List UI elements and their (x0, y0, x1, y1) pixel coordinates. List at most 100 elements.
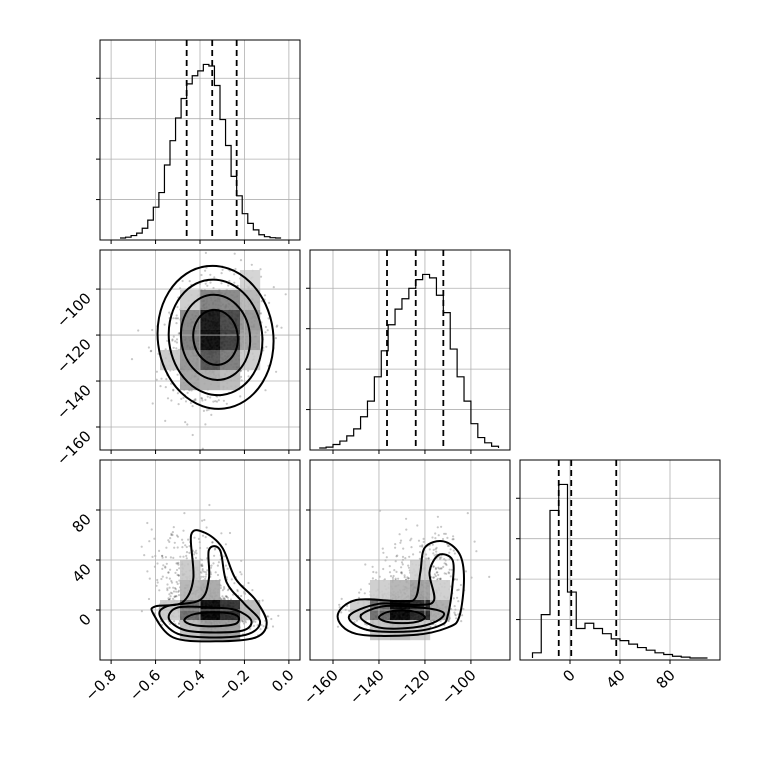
sample-point (175, 341, 179, 344)
sample-point (338, 603, 341, 606)
sample-point (336, 625, 340, 628)
sample-point (445, 563, 448, 567)
sample-point (151, 328, 154, 332)
sample-point (252, 620, 255, 623)
sample-point (232, 593, 235, 596)
sample-point (452, 597, 455, 600)
sample-point (182, 541, 185, 544)
sample-point (455, 578, 459, 581)
sample-point (435, 550, 438, 553)
sample-point (164, 566, 167, 569)
sample-point (176, 573, 179, 577)
sample-point (438, 577, 442, 581)
sample-point (434, 575, 437, 578)
sample-point (460, 620, 463, 623)
sample-point (206, 284, 209, 287)
sample-point (400, 572, 403, 575)
contour-0-1-1 (179, 293, 252, 382)
sample-point (214, 571, 217, 574)
sample-point (239, 571, 242, 574)
sample-point (180, 397, 183, 400)
density-cell (180, 290, 201, 311)
sample-point (140, 545, 143, 548)
sample-point (435, 571, 438, 574)
sample-point (444, 532, 447, 536)
sample-point (175, 580, 178, 584)
sample-point (401, 563, 404, 566)
sample-point (206, 395, 209, 398)
sample-point (446, 536, 449, 540)
sample-point (457, 600, 460, 603)
sample-point (439, 577, 442, 580)
x-tick-label-1-1: −140 (346, 666, 388, 708)
sample-point (454, 614, 457, 617)
sample-point (169, 591, 172, 594)
sample-point (400, 571, 403, 574)
sample-point (209, 396, 212, 399)
sample-point (222, 597, 225, 600)
sample-point (436, 577, 439, 580)
sample-point (224, 543, 227, 546)
sample-point (230, 578, 233, 581)
sample-point (160, 577, 163, 581)
sample-point (364, 563, 367, 566)
sample-point (410, 537, 413, 540)
sample-point (193, 399, 196, 402)
sample-point (422, 540, 425, 544)
sample-point (456, 596, 459, 599)
sample-point (155, 584, 158, 587)
sample-point (340, 597, 343, 601)
density-layer (160, 270, 451, 641)
sample-point (155, 378, 158, 381)
sample-point (146, 570, 149, 573)
sample-point (202, 575, 205, 578)
marks-layer (120, 40, 708, 660)
sample-point (375, 571, 378, 574)
sample-point (455, 617, 458, 620)
sample-point (250, 263, 253, 266)
sample-point (358, 591, 361, 594)
sample-point (445, 572, 448, 575)
sample-point (171, 339, 174, 342)
sample-point (271, 625, 275, 628)
sample-point (167, 571, 170, 574)
sample-point (400, 571, 403, 574)
sample-point (432, 552, 435, 555)
sample-point (261, 599, 264, 602)
sample-point (363, 592, 366, 595)
sample-point (212, 562, 215, 565)
sample-point (388, 565, 391, 568)
sample-point (176, 546, 179, 549)
sample-point (175, 314, 178, 317)
contour-0-1-3 (156, 264, 275, 410)
sample-point (172, 346, 175, 349)
sample-point (204, 423, 207, 426)
sample-point (217, 399, 220, 402)
sample-point (171, 533, 174, 537)
sample-point (170, 579, 173, 583)
sample-point (213, 554, 216, 557)
sample-point (434, 566, 437, 570)
sample-point (397, 577, 400, 580)
sample-point (407, 577, 410, 580)
sample-point (438, 567, 441, 570)
sample-point (222, 399, 225, 402)
sample-point (147, 346, 150, 349)
sample-point (210, 564, 213, 567)
contour-1-2-1 (359, 604, 446, 630)
sample-point (272, 286, 275, 289)
sample-point (189, 401, 192, 405)
sample-point (143, 554, 146, 557)
sample-point (254, 620, 257, 623)
sample-point (178, 622, 181, 626)
sample-point (175, 562, 178, 565)
sample-point (256, 624, 259, 627)
sample-point (439, 567, 442, 570)
sample-point (223, 586, 226, 589)
sample-point (220, 532, 223, 535)
sample-point (177, 403, 180, 406)
sample-point (412, 553, 415, 556)
sample-point (399, 539, 403, 542)
sample-point (266, 329, 269, 332)
